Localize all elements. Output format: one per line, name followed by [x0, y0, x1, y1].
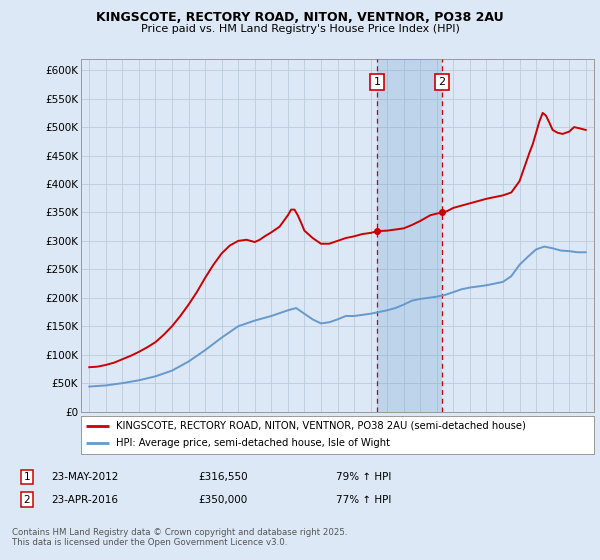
Text: 2: 2	[23, 494, 31, 505]
Text: £350,000: £350,000	[198, 494, 247, 505]
Text: 1: 1	[374, 77, 380, 87]
Text: Contains HM Land Registry data © Crown copyright and database right 2025.
This d: Contains HM Land Registry data © Crown c…	[12, 528, 347, 547]
Bar	[377, 59, 442, 412]
Text: 1: 1	[23, 472, 31, 482]
Text: KINGSCOTE, RECTORY ROAD, NITON, VENTNOR, PO38 2AU (semi-detached house): KINGSCOTE, RECTORY ROAD, NITON, VENTNOR,…	[116, 421, 526, 431]
Text: 79% ↑ HPI: 79% ↑ HPI	[336, 472, 391, 482]
Text: 77% ↑ HPI: 77% ↑ HPI	[336, 494, 391, 505]
Text: 2: 2	[439, 77, 446, 87]
Text: 23-MAY-2012: 23-MAY-2012	[51, 472, 118, 482]
Text: KINGSCOTE, RECTORY ROAD, NITON, VENTNOR, PO38 2AU: KINGSCOTE, RECTORY ROAD, NITON, VENTNOR,…	[96, 11, 504, 24]
Text: 23-APR-2016: 23-APR-2016	[51, 494, 118, 505]
Text: Price paid vs. HM Land Registry's House Price Index (HPI): Price paid vs. HM Land Registry's House …	[140, 24, 460, 34]
Text: £316,550: £316,550	[198, 472, 248, 482]
Text: HPI: Average price, semi-detached house, Isle of Wight: HPI: Average price, semi-detached house,…	[116, 438, 390, 449]
